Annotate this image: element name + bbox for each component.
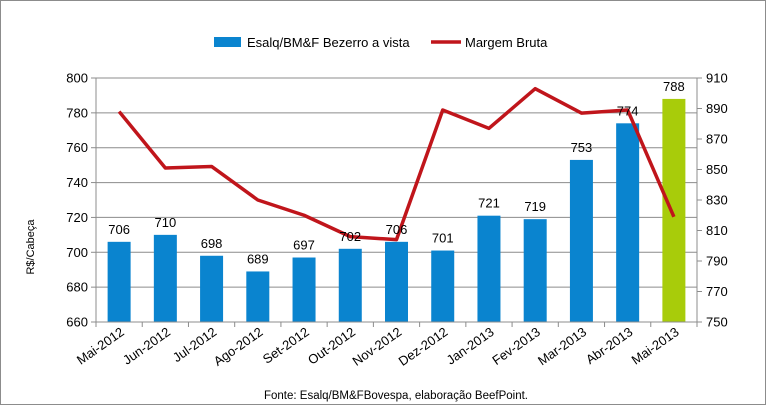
bar-data-label: 689 <box>247 251 269 266</box>
line-series <box>117 86 676 242</box>
x-tick-label: Out-2012 <box>305 324 358 367</box>
y-tick-label: 720 <box>66 210 88 225</box>
y-tick-label: 740 <box>66 175 88 190</box>
bar <box>200 255 224 322</box>
bar <box>523 219 547 322</box>
bar <box>616 123 640 322</box>
bar-data-label: 706 <box>108 222 130 237</box>
y-tick-label: 680 <box>66 280 88 295</box>
legend-label: Esalq/BM&F Bezerro a vista <box>247 35 410 50</box>
bar <box>292 257 316 322</box>
legend: Esalq/BM&F Bezerro a vista Margem Bruta <box>214 35 548 50</box>
bar-data-label: 774 <box>617 103 639 118</box>
x-tick-label: Abr-2013 <box>583 324 635 367</box>
y-axis-label: R$/Cabeça <box>25 219 37 275</box>
margem-bruta-line <box>117 86 676 242</box>
y-tick-label: 760 <box>66 140 88 155</box>
y2-tick-label: 890 <box>706 101 728 116</box>
y2-tick-label: 870 <box>706 132 728 147</box>
bar-data-label: 706 <box>386 222 408 237</box>
y2-tick-label: 910 <box>706 71 728 86</box>
x-tick-label: Jun-2012 <box>120 324 173 367</box>
bar <box>431 250 455 322</box>
y2-tick-label: 830 <box>706 193 728 208</box>
y2-tick-label: 770 <box>706 284 728 299</box>
y-tick-label: 780 <box>66 105 88 120</box>
data-labels: 706 710 698 689 697 702 706 701 721 719 753 774 788 <box>108 79 684 267</box>
x-tick-label: Mar-2013 <box>535 324 589 368</box>
bar <box>477 215 501 322</box>
bar-data-label: 702 <box>339 229 361 244</box>
y2-tick-label: 810 <box>706 223 728 238</box>
legend-label: Margem Bruta <box>465 35 548 50</box>
bar <box>153 234 177 322</box>
bar-data-label: 697 <box>293 238 315 253</box>
bar-data-label: 698 <box>201 236 223 251</box>
bar <box>246 271 270 322</box>
bar-data-label: 710 <box>154 215 176 230</box>
bar-series <box>107 98 686 323</box>
bar <box>569 159 593 322</box>
y2-tick-label: 790 <box>706 254 728 269</box>
x-tick-label: Fev-2013 <box>489 324 543 368</box>
y-tick-label: 660 <box>66 315 88 330</box>
bar-data-label: 719 <box>524 199 546 214</box>
bar-data-label: 753 <box>571 140 593 155</box>
x-tick-label: Mai-2012 <box>74 324 127 367</box>
x-tick-label: Dez-2012 <box>396 324 451 369</box>
bar-data-label: 701 <box>432 231 454 246</box>
bar <box>107 241 131 322</box>
x-tick-label: Nov-2012 <box>349 324 404 369</box>
x-tick-label: Set-2012 <box>260 324 312 367</box>
y2-tick-label: 850 <box>706 162 728 177</box>
bar <box>338 248 362 322</box>
bar-data-label: 788 <box>663 79 685 94</box>
x-tick-label: Ago-2012 <box>211 324 266 369</box>
x-tick-label: Mai-2013 <box>629 324 682 367</box>
bar <box>662 98 686 323</box>
legend-swatch-bar <box>214 37 241 47</box>
bar <box>385 241 408 322</box>
source-note: Fonte: Esalq/BM&FBovespa, elaboração Bee… <box>264 390 528 402</box>
y-tick-label: 800 <box>66 71 88 86</box>
y2-tick-label: 750 <box>706 315 728 330</box>
x-tick-label: Jan-2013 <box>444 324 497 367</box>
bar-data-label: 721 <box>478 196 500 211</box>
y-tick-label: 700 <box>66 245 88 260</box>
